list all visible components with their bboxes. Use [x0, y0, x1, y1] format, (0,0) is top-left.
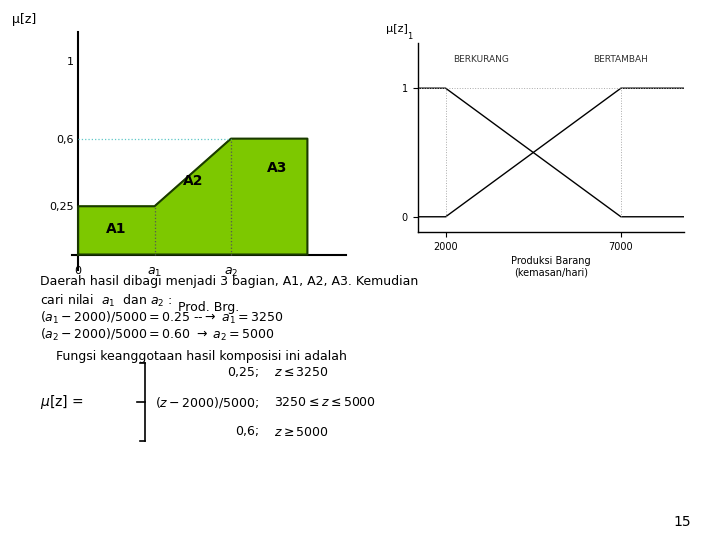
Text: $a_1$: $a_1$ [148, 266, 162, 279]
Text: $a_2$: $a_2$ [224, 266, 238, 279]
Text: 0: 0 [75, 266, 81, 276]
Text: $(a_2 - 2000)/5000 = 0.60$ $\rightarrow$ $a_2 = 5000$: $(a_2 - 2000)/5000 = 0.60$ $\rightarrow$… [40, 327, 274, 343]
Text: 1: 1 [407, 32, 412, 42]
Text: $3250 \leq z \leq 5000$: $3250 \leq z \leq 5000$ [274, 396, 376, 409]
Text: $z \leq 3250$: $z \leq 3250$ [274, 366, 328, 379]
Text: Fungsi keanggotaan hasil komposisi ini adalah: Fungsi keanggotaan hasil komposisi ini a… [40, 350, 346, 363]
Text: $\mu$[z] =: $\mu$[z] = [40, 393, 84, 411]
Text: A1: A1 [106, 222, 127, 237]
Text: BERKURANG: BERKURANG [453, 56, 508, 64]
Text: $z \geq 5000$: $z \geq 5000$ [274, 426, 328, 438]
Text: cari nilai  $a_1$  dan $a_2$ :: cari nilai $a_1$ dan $a_2$ : [40, 293, 172, 309]
Text: Daerah hasil dibagi menjadi 3 bagian, A1, A2, A3. Kemudian: Daerah hasil dibagi menjadi 3 bagian, A1… [40, 275, 418, 288]
Polygon shape [78, 139, 307, 254]
Text: BERTAMBAH: BERTAMBAH [593, 56, 648, 64]
Text: Prod. Brg.: Prod. Brg. [178, 301, 240, 314]
Text: A2: A2 [182, 174, 203, 188]
Text: A3: A3 [266, 160, 287, 174]
Text: $(z - 2000)/5000$;: $(z - 2000)/5000$; [155, 395, 259, 410]
Text: μ[z]: μ[z] [386, 24, 408, 33]
Text: μ[z]: μ[z] [12, 14, 36, 26]
Text: 0,25;: 0,25; [227, 366, 259, 379]
Text: 15: 15 [674, 515, 691, 529]
Text: 0,6;: 0,6; [235, 426, 259, 438]
X-axis label: Produksi Barang
(kemasan/hari): Produksi Barang (kemasan/hari) [511, 256, 590, 278]
Text: $(a_1 - 2000)/5000 = 0.25$ --$\rightarrow$ $a_1 = 3250$: $(a_1 - 2000)/5000 = 0.25$ --$\rightarro… [40, 310, 283, 326]
